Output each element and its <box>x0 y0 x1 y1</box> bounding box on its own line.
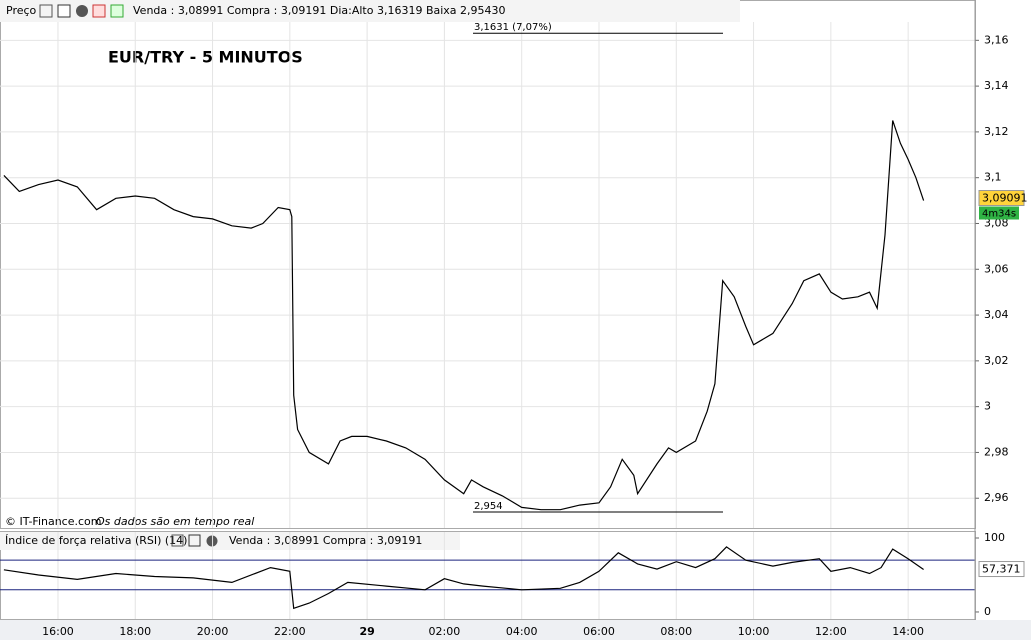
close-icon[interactable] <box>76 5 88 17</box>
y-tick-label: 3,16 <box>984 33 1009 46</box>
rsi-toolbar <box>0 532 460 550</box>
x-tick-label: 29 <box>359 625 374 638</box>
x-tick-label: 08:00 <box>660 625 692 638</box>
rsi-title: Índice de força relativa (RSI) (14) <box>5 534 187 547</box>
x-tick-label: 04:00 <box>506 625 538 638</box>
y-tick-label: 3,12 <box>984 125 1009 138</box>
up-icon[interactable] <box>110 4 124 18</box>
settings-icon[interactable] <box>39 4 53 18</box>
x-tick-label: 10:00 <box>738 625 770 638</box>
toolbar-icons[interactable] <box>39 4 124 18</box>
timer-box <box>979 206 1019 220</box>
rsi-close-icon[interactable] <box>206 535 218 547</box>
y-tick-label: 0 <box>984 605 991 618</box>
x-tick-label: 06:00 <box>583 625 615 638</box>
y-tick-label: 3,14 <box>984 79 1009 92</box>
y-tick-label: 3,1 <box>984 171 1002 184</box>
x-axis-band <box>0 620 1031 640</box>
down-icon[interactable] <box>92 4 106 18</box>
last-value-box <box>978 561 1025 578</box>
x-tick-label: 16:00 <box>42 625 74 638</box>
high-label: 3,1631 (7,07%) <box>474 22 552 33</box>
price-line <box>3 546 924 610</box>
last-value-label: 3,09091 <box>982 192 1028 205</box>
footer-note: Os dados são em tempo real <box>96 515 254 528</box>
y-tick-label: 3 <box>984 400 991 413</box>
footer-source: © IT-Finance.com <box>5 515 102 528</box>
toolbar-quote: Venda : 3,08991 Compra : 3,09191 Dia:Alt… <box>133 4 506 17</box>
x-tick-label: 14:00 <box>892 625 924 638</box>
y-tick-label: 3,08 <box>984 216 1009 229</box>
y-tick-label: 3,02 <box>984 354 1009 367</box>
window-icon[interactable] <box>57 4 71 18</box>
x-tick-label: 18:00 <box>119 625 151 638</box>
x-tick-label: 12:00 <box>815 625 847 638</box>
y-tick-label: 3,06 <box>984 262 1009 275</box>
y-tick-label: 3,04 <box>984 308 1009 321</box>
x-tick-label: 20:00 <box>197 625 229 638</box>
low-label: 2,954 <box>474 501 503 512</box>
y-tick-label: 2,98 <box>984 445 1009 458</box>
toolbar-label: Preço <box>6 4 37 17</box>
timer-label: 4m34s <box>982 209 1016 220</box>
y-tick-label: 100 <box>984 531 1005 544</box>
rsi-settings-icon[interactable] <box>171 534 184 547</box>
last-value-box <box>978 190 1025 207</box>
toolbar <box>0 0 740 22</box>
y-tick-label: 2,96 <box>984 491 1009 504</box>
x-tick-label: 02:00 <box>429 625 461 638</box>
chart-title: EUR/TRY - 5 MINUTOS <box>108 48 303 67</box>
price-line <box>3 120 925 511</box>
last-value-label: 57,371 <box>982 563 1021 576</box>
rsi-quote: Venda : 3,08991 Compra : 3,09191 <box>229 534 422 547</box>
x-tick-label: 22:00 <box>274 625 306 638</box>
rsi-window-icon[interactable] <box>188 534 201 547</box>
